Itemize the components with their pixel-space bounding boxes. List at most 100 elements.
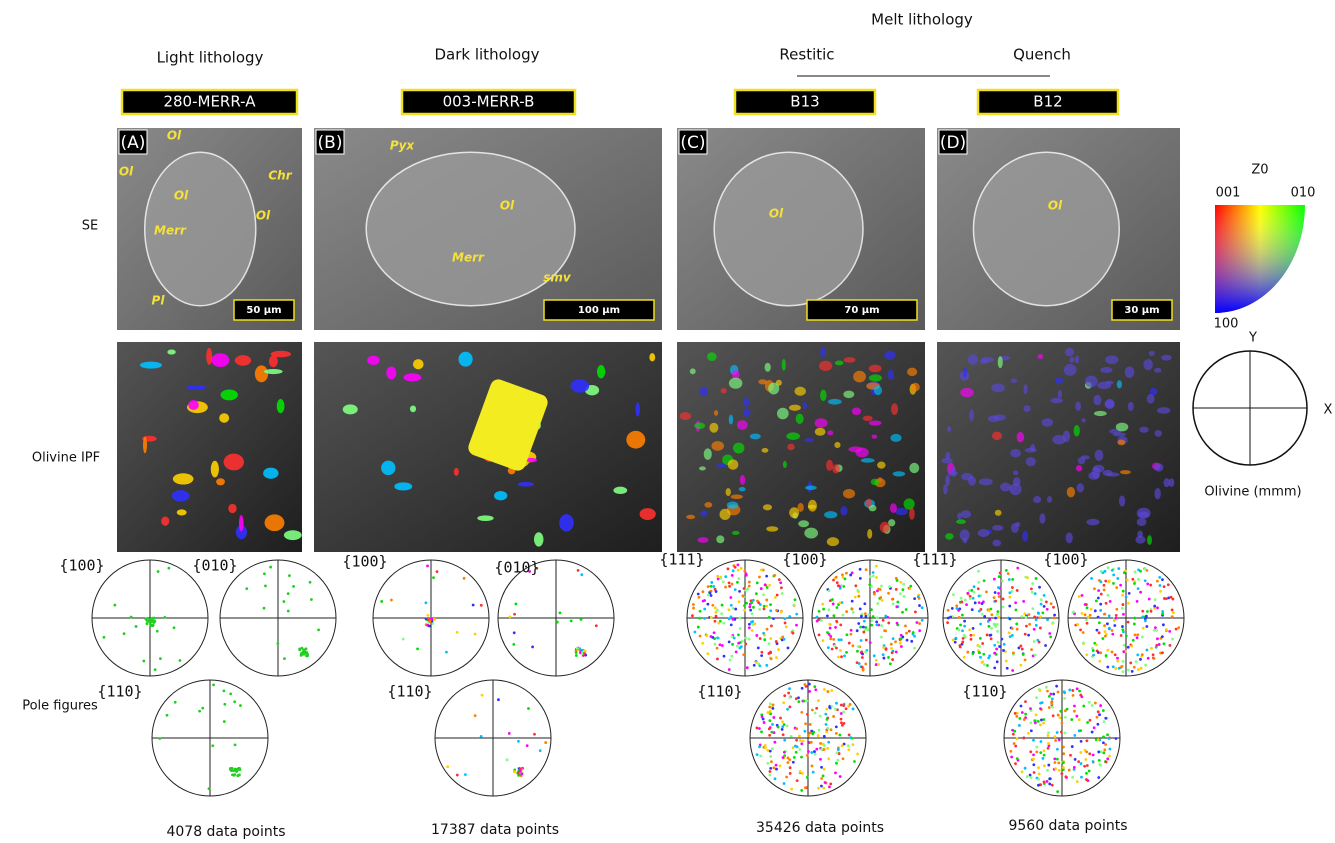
pole-point: [744, 573, 748, 577]
pole-point: [822, 786, 826, 790]
pole-point: [842, 721, 846, 725]
pole-point: [861, 652, 864, 656]
pole-point: [762, 631, 765, 635]
pole-point: [874, 658, 878, 662]
pole-point: [1110, 629, 1114, 632]
scale-bar: 70 µm: [844, 305, 879, 316]
ipf-grain: [738, 486, 746, 492]
pole-point: [847, 748, 851, 752]
pole-point: [969, 633, 973, 637]
pole-point: [1015, 589, 1019, 592]
pole-point: [824, 712, 828, 716]
ipf-grain: [851, 407, 862, 416]
pole-point: [1008, 635, 1012, 639]
ipf-grain: [826, 537, 840, 547]
pole-point: [998, 571, 1002, 575]
pole-point: [696, 625, 700, 629]
pole-point: [832, 637, 836, 641]
pole-point: [1121, 593, 1124, 597]
pole-point: [994, 625, 998, 628]
pole-point: [1086, 615, 1090, 619]
pole-point: [993, 666, 997, 670]
pole-point: [1024, 615, 1028, 619]
pole-point: [889, 642, 893, 646]
pole-point: [1132, 665, 1136, 669]
pole-point: [841, 575, 845, 579]
pole-point: [849, 573, 853, 577]
pole-point: [812, 730, 816, 734]
pole-point: [1131, 638, 1135, 642]
ipf-grain: [1149, 387, 1158, 396]
pole-point: [1079, 751, 1083, 754]
pole-point: [899, 645, 903, 648]
pole-point: [840, 723, 844, 727]
pole-point: [1077, 718, 1081, 722]
pole-point: [761, 717, 765, 721]
ipf-grain: [1104, 400, 1115, 409]
pole-point: [994, 616, 998, 620]
pole-point: [701, 590, 705, 594]
pole-point: [231, 773, 234, 777]
pole-point: [1112, 582, 1115, 585]
pole-point: [1134, 660, 1138, 664]
ipf-grain: [409, 405, 417, 413]
pole-point: [1023, 658, 1027, 662]
pole-point: [770, 747, 774, 751]
pole-point: [742, 653, 746, 657]
ipf-grain: [732, 369, 740, 380]
pole-point: [1064, 716, 1067, 719]
pole-point: [790, 787, 794, 791]
pole-point: [1143, 579, 1147, 583]
pole-point: [792, 603, 796, 607]
sample-box: [400, 88, 577, 116]
pole-point: [426, 564, 429, 568]
pole-point: [737, 600, 741, 604]
pole-point: [825, 730, 829, 734]
pole-point: [749, 608, 753, 612]
ipf-grain: [842, 488, 856, 499]
pole-point: [1042, 764, 1046, 768]
pole-point: [1052, 692, 1056, 696]
pole-point: [968, 628, 972, 632]
pole-point: [797, 696, 800, 700]
pole-point: [1168, 644, 1172, 647]
pole-point: [763, 744, 767, 747]
pole-point: [1046, 768, 1049, 772]
pole-point: [1169, 595, 1173, 599]
pole-point: [286, 609, 290, 613]
pole-point: [158, 657, 162, 661]
pole-point: [838, 601, 842, 605]
pole-point: [525, 744, 529, 748]
pole-point: [1015, 737, 1019, 741]
pole-point: [960, 642, 964, 646]
pole-point: [696, 592, 700, 596]
ipf-grain: [1074, 355, 1080, 364]
letter-box: [315, 129, 345, 155]
column-title: Dark lithology: [434, 46, 539, 64]
pole-point: [758, 607, 762, 611]
pole-point: [795, 738, 798, 742]
pole-point: [1152, 628, 1156, 632]
pole-point: [518, 769, 522, 773]
ipf-grain: [887, 369, 894, 380]
pole-point: [435, 570, 439, 574]
panel-letter: (B): [318, 133, 343, 153]
pole-point: [1001, 597, 1005, 601]
pole-point: [1054, 767, 1058, 771]
pole-point: [1072, 768, 1076, 771]
pole-point: [1029, 729, 1033, 733]
pole-point: [1047, 744, 1051, 748]
pole-point: [1028, 773, 1032, 777]
ipf-grain: [725, 488, 731, 496]
pole-point: [957, 609, 960, 612]
pole-point: [860, 650, 864, 654]
pole-point: [777, 648, 781, 651]
scale-bar: 50 µm: [246, 305, 281, 316]
pole-point: [884, 614, 888, 618]
pole-point: [887, 621, 891, 625]
pole-point: [809, 740, 813, 744]
pole-point: [856, 752, 860, 756]
pole-point: [825, 717, 829, 721]
pole-point: [1020, 647, 1024, 651]
pole-point: [147, 619, 151, 623]
